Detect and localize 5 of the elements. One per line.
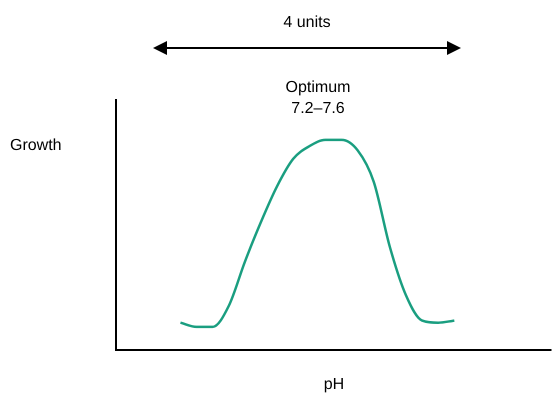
text: Optimum (284, 79, 352, 97)
text: 4 units (282, 14, 332, 32)
text: 7.2–7.6 (290, 100, 346, 118)
x-axis-title: pH (322, 376, 346, 394)
y-axis-title: Growth (10, 137, 62, 155)
